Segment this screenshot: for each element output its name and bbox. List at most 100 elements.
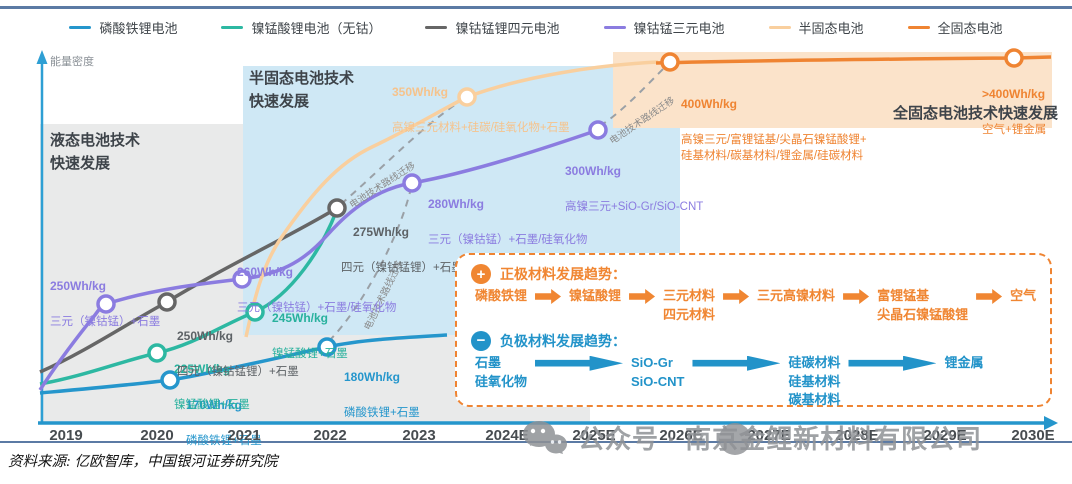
data-point-lfp-2022 (317, 337, 337, 357)
label-ncm-2021: 260Wh/kg 三元（镍钴锰）+石墨/硅氧化物 (237, 264, 397, 315)
label-lnmo-2020: 225Wh/kg 镍锰酸锂+石墨 (174, 361, 250, 412)
label-solid-2030: >400Wh/kg 空气+锂金属 (982, 86, 1047, 137)
tick-2022: 2022 (313, 427, 347, 444)
legend-item-lnmo: 镍锰酸锂电池（无钴） (221, 18, 381, 37)
tick-2023: 2023 (402, 427, 436, 444)
tick-2025e: 2025E (572, 427, 616, 444)
curve-lnmo (39, 211, 338, 386)
legend-swatch-ternary (603, 25, 626, 30)
arrow-right-icon (535, 355, 624, 371)
legend-label: 全固态电池 (937, 21, 1003, 36)
data-point-solid-2030 (1004, 48, 1024, 68)
legend-swatch-lnmo (221, 25, 244, 30)
cathode-step: 富锂锰基 尖晶石镍锰酸锂 (877, 288, 969, 322)
tick-2019: 2019 (49, 427, 83, 444)
region-title-liquid: 液态电池技术 快速发展 (50, 132, 141, 172)
y-axis-arrow-icon (36, 50, 48, 64)
legend-swatch-lfp (69, 25, 92, 30)
cathode-trend-items: 磷酸铁锂 镍锰酸锂 三元材料 四元材料 三元高镍材料 富锂锰基 尖晶石镍锰酸锂 … (475, 287, 1038, 325)
legend-label: 镍锰酸锂电池（无钴） (251, 21, 382, 36)
cathode-step: 空气 (1010, 288, 1037, 303)
tick-2030e: 2030E (1011, 427, 1055, 444)
data-point-ncm-2020 (96, 294, 116, 314)
region-title-allsolid: 全固态电池技术快速发展 (893, 105, 1059, 122)
legend-label: 半固态电池 (798, 21, 864, 36)
legend-swatch-semisolid (768, 25, 791, 30)
migration-line-3 (599, 67, 665, 127)
anode-step: SiO-Gr SiO-CNT (631, 354, 685, 389)
x-axis-arrow-icon (1044, 416, 1058, 430)
cathode-trend-title-row: + 正极材料发展趋势： (471, 264, 1038, 284)
data-point-ncm-2025 (588, 120, 608, 140)
region-title-semisolid: 半固态电池技术 快速发展 (249, 70, 355, 110)
plus-icon: + (471, 264, 491, 284)
tick-2020: 2020 (140, 427, 174, 444)
label-ncm-2023: 280Wh/kg 三元（镍钴锰）+石墨/硅氧化物 (428, 196, 588, 247)
migration-line-1 (328, 191, 411, 342)
arrow-right-icon (976, 289, 1003, 304)
anode-step: 石墨 硅氧化物 (475, 354, 528, 389)
anode-trend-items: 石墨 硅氧化物 SiO-Gr SiO-CNT 硅碳材料 硅基材料 碳基材料 锂金… (475, 354, 1038, 411)
anode-step: 硅碳材料 硅基材料 碳基材料 (788, 354, 841, 408)
anode-trend-title: 负极材料发展趋势： (500, 332, 626, 349)
legend-item-semisolid: 半固态电池 (768, 18, 864, 37)
legend-swatch-quaternary (425, 25, 448, 30)
watermark-text: 公众号 · 南京金鲤新材料有限公司 (578, 424, 983, 454)
data-point-lnmo-2020 (147, 343, 167, 363)
legend-item-allsolid: 全固态电池 (907, 18, 1003, 37)
curve-allsolid (655, 55, 1052, 65)
region-allsolid-battery (613, 52, 1052, 128)
tick-2024e: 2024E (485, 427, 529, 444)
y-axis-label: 能量密度 (50, 56, 94, 68)
arrow-right-icon (692, 355, 781, 371)
data-point-semi-2023 (457, 87, 477, 107)
anode-step: 锂金属 (944, 354, 984, 370)
tick-2027e: 2027E (747, 427, 791, 444)
label-semi-2023: 350Wh/kg 高镍三元材料+硅碳/硅氧化物+石墨 (392, 84, 570, 135)
material-trend-box: + 正极材料发展趋势： 磷酸铁锂 镍锰酸锂 三元材料 四元材料 三元高镍材料 富… (455, 253, 1052, 407)
legend-item-lfp: 磷酸铁锂电池 (69, 18, 177, 37)
label-solid-2026: 400Wh/kg 高镍三元/富锂锰基/尖晶石镍锰酸锂+ 硅基材料/碳基材料/锂金… (681, 96, 867, 162)
label-ncm-2020: 250Wh/kg 三元（镍钴锰）+石墨 (50, 278, 161, 329)
watermark-seal (719, 423, 751, 455)
data-point-solid-2026 (660, 52, 680, 72)
chart-legend: 磷酸铁锂电池 镍锰酸锂电池（无钴） 镍钴锰锂四元电池 镍钴锰三元电池 半固态电池… (0, 18, 1072, 37)
legend-label: 镍钴锰三元电池 (633, 21, 725, 36)
data-point-lfp-2020 (160, 370, 180, 390)
minus-icon: − (471, 330, 491, 351)
tick-2029e: 2029E (923, 427, 967, 444)
tick-2026e: 2026E (659, 427, 703, 444)
cathode-step: 磷酸铁锂 (475, 288, 528, 303)
tick-2021: 2021 (227, 427, 261, 444)
data-point-quad-2022 (327, 198, 347, 218)
cathode-step: 三元高镍材料 (757, 288, 836, 303)
legend-label: 镍钴锰锂四元电池 (455, 21, 560, 36)
cathode-trend-title: 正极材料发展趋势： (500, 266, 626, 282)
wechat-icon (523, 420, 567, 454)
label-ncm-2025: 300Wh/kg 高镍三元+SiO-Gr/SiO-CNT (565, 163, 704, 214)
anode-trend-title-row: − 负极材料发展趋势： (471, 330, 1038, 351)
legend-label: 磷酸铁锂电池 (99, 21, 178, 36)
curve-semisolid (244, 60, 659, 338)
source-note: 资料来源: 亿欧智库，中国银河证券研究院 (8, 454, 278, 470)
arrow-right-icon (843, 289, 870, 304)
data-point-ncm-2021 (232, 269, 252, 289)
data-point-quad-2020 (157, 292, 177, 312)
label-quad-2020: 250Wh/kg 四元（镍钴锰锂）+石墨 (177, 328, 299, 379)
arrow-right-icon (848, 355, 937, 371)
watermark: 公众号 · 南京金鲤新材料有限公司 (522, 419, 982, 456)
cathode-step: 三元材料 四元材料 (663, 288, 716, 322)
tick-2028e: 2028E (835, 427, 879, 444)
legend-item-quaternary: 镍钴锰锂四元电池 (425, 18, 560, 37)
legend-swatch-allsolid (907, 25, 930, 30)
data-point-ncm-2023 (402, 173, 422, 193)
label-lnmo-2021: 245Wh/kg 镍锰酸锂+石墨 (272, 310, 348, 361)
label-lfp-2020: 170Wh/kg 磷酸铁锂+石墨 (186, 397, 262, 448)
arrow-right-icon (723, 289, 750, 304)
arrow-right-icon (535, 289, 562, 304)
data-points (96, 48, 1024, 390)
top-divider (0, 6, 1072, 9)
cathode-step: 镍锰酸锂 (569, 288, 622, 303)
curve-lfp (39, 333, 448, 395)
